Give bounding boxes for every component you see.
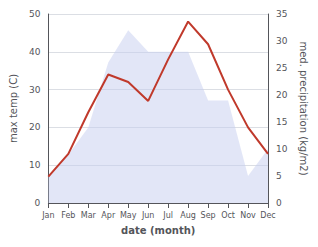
svg-text:25: 25 [276, 63, 287, 73]
svg-text:Sep: Sep [201, 211, 216, 220]
svg-text:30: 30 [29, 85, 41, 95]
svg-text:Aug: Aug [180, 211, 196, 220]
svg-text:20: 20 [276, 90, 288, 100]
svg-text:20: 20 [29, 122, 41, 132]
svg-text:50: 50 [29, 9, 41, 19]
svg-text:Jan: Jan [41, 211, 54, 220]
svg-text:Feb: Feb [61, 211, 75, 220]
svg-text:med. precipitation (kg/m2): med. precipitation (kg/m2) [298, 41, 309, 175]
svg-text:10: 10 [276, 144, 288, 154]
svg-text:Mar: Mar [81, 211, 97, 220]
svg-text:Apr: Apr [101, 211, 116, 220]
svg-text:Oct: Oct [221, 211, 235, 220]
svg-text:0: 0 [276, 198, 282, 208]
svg-text:May: May [120, 211, 137, 220]
svg-text:Jun: Jun [141, 211, 155, 220]
svg-text:0: 0 [35, 198, 41, 208]
svg-text:10: 10 [29, 160, 41, 170]
svg-text:5: 5 [276, 171, 282, 181]
svg-text:date (month): date (month) [121, 225, 195, 236]
svg-text:Nov: Nov [240, 211, 256, 220]
svg-text:40: 40 [29, 47, 41, 57]
svg-text:max temp (C): max temp (C) [8, 74, 19, 143]
svg-text:15: 15 [276, 117, 287, 127]
svg-text:Dec: Dec [260, 211, 275, 220]
svg-text:Jul: Jul [162, 211, 173, 220]
svg-text:35: 35 [276, 9, 287, 19]
svg-text:30: 30 [276, 36, 288, 46]
